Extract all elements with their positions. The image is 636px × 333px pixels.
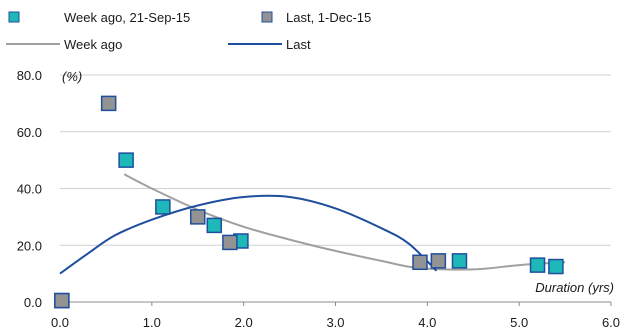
x-tick-label: 4.0: [418, 315, 436, 330]
y-axis-unit-label: (%): [62, 69, 82, 84]
x-tick-label: 6.0: [602, 315, 620, 330]
data-point-week-ago: [548, 258, 564, 275]
data-point-last: [54, 292, 70, 309]
y-tick-label: 60.0: [17, 125, 42, 140]
data-point-week-ago: [118, 152, 134, 168]
legend-label-last-points: Last, 1-Dec-15: [286, 10, 371, 25]
legend-label-week-ago-points: Week ago, 21-Sep-15: [64, 10, 190, 25]
data-point-last: [430, 253, 447, 269]
trend-line-week-ago: [123, 173, 566, 271]
y-tick-label: 40.0: [17, 182, 42, 197]
data-point-week-ago: [155, 199, 171, 215]
legend-item-last-points: Last, 1-Dec-15: [261, 10, 371, 25]
data-point-last: [190, 209, 206, 225]
legend: Week ago, 21-Sep-15 Last, 1-Dec-15 Week …: [6, 10, 371, 52]
x-tick-label: 1.0: [143, 315, 161, 330]
legend-swatch-last-points: [261, 11, 273, 23]
legend-item-week-ago-line: Week ago: [6, 37, 122, 52]
series-markers: [54, 95, 564, 309]
gridlines: [59, 74, 612, 306]
y-axis-tick-labels: 0.0 20.0 40.0 60.0 80.0: [17, 68, 42, 310]
x-axis-title: Duration (yrs): [535, 280, 614, 295]
series-lines: [59, 173, 566, 275]
data-point-week-ago: [206, 217, 223, 234]
data-point-week-ago: [529, 257, 546, 273]
y-tick-label: 80.0: [17, 68, 42, 83]
data-point-last: [222, 234, 238, 251]
trend-line-last: [59, 194, 438, 275]
x-tick-label: 3.0: [326, 315, 344, 330]
data-point-last: [100, 95, 117, 112]
x-tick-label: 5.0: [510, 315, 528, 330]
legend-label-week-ago-line: Week ago: [64, 37, 122, 52]
legend-item-week-ago-points: Week ago, 21-Sep-15: [8, 10, 190, 25]
legend-label-last-line: Last: [286, 37, 311, 52]
legend-item-last-line: Last: [228, 37, 311, 52]
x-axis-tick-labels: 0.0 1.0 2.0 3.0 4.0 5.0 6.0: [51, 315, 620, 330]
x-tick-label: 0.0: [51, 315, 69, 330]
y-tick-label: 0.0: [24, 295, 42, 310]
legend-swatch-week-ago-points: [8, 11, 20, 23]
y-tick-label: 20.0: [17, 238, 42, 253]
data-point-week-ago: [451, 253, 468, 269]
data-point-last: [412, 254, 428, 271]
x-tick-label: 2.0: [235, 315, 253, 330]
